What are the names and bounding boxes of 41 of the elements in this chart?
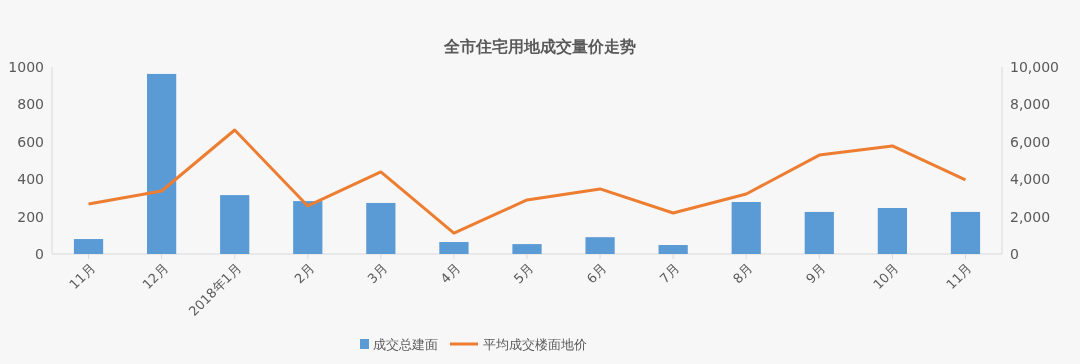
y2-tick-label: 10,000 [1010,58,1059,75]
y-tick-label: 400 [17,171,44,188]
bar [439,242,469,254]
y-tick-label: 200 [17,208,44,225]
x-tick-label: 10月 [870,260,902,293]
x-tick-label: 3月 [364,260,391,287]
y2-tick-label: 6,000 [1010,133,1051,150]
bar [293,201,323,254]
x-tick-label: 4月 [437,260,464,287]
x-tick-label: 12月 [139,260,171,293]
y-tick-label: 600 [17,133,44,150]
x-tick-label: 9月 [802,260,829,287]
x-tick-label: 11月 [943,260,975,293]
bar [658,245,688,254]
bar [950,211,981,254]
bar [512,244,542,254]
y2-tick-label: 4,000 [1010,171,1051,188]
legend-label: 平均成交楼面地价 [483,336,587,352]
y-tick-label: 800 [17,96,44,113]
bar [147,73,177,254]
x-tick-label: 7月 [656,260,683,287]
x-tick-label: 8月 [729,260,756,287]
x-tick-label: 6月 [583,260,610,287]
x-tick-label: 11月 [66,260,98,293]
legend-label: 成交总建面 [373,336,438,352]
bar [804,211,834,254]
bar [877,208,907,254]
bar [73,239,104,254]
x-tick-label: 2月 [291,260,318,287]
x-tick-label: 5月 [510,260,537,287]
y-tick-label: 1000 [8,58,44,75]
bar [585,237,615,254]
y2-tick-label: 2,000 [1010,208,1051,225]
bar [220,195,250,254]
line-series [87,128,967,235]
y-tick-label: 0 [35,245,44,262]
bar [366,202,396,254]
bar [731,202,761,254]
y2-tick-label: 0 [1010,245,1019,262]
chart-title: 全市住宅用地成交量价走势 [443,37,636,56]
y2-tick-label: 8,000 [1010,96,1051,113]
